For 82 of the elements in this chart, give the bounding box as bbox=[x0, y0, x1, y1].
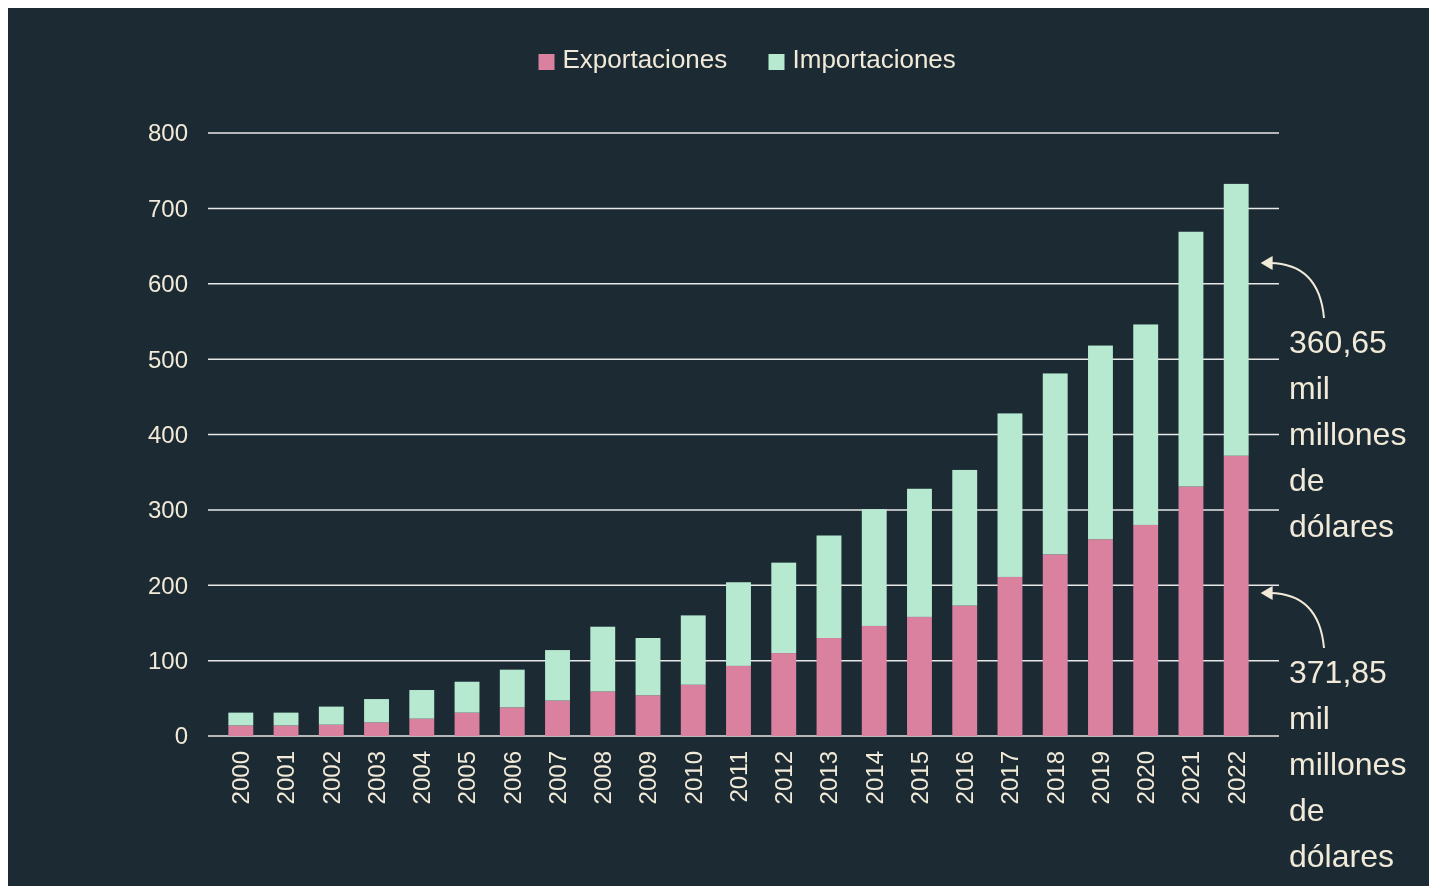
x-tick-label: 2007 bbox=[543, 751, 571, 805]
x-tick-label: 2004 bbox=[408, 751, 436, 805]
bar bbox=[1088, 539, 1113, 736]
legend-label: Importaciones bbox=[792, 44, 956, 74]
bar bbox=[861, 625, 887, 736]
x-tick-label: 2017 bbox=[996, 751, 1024, 805]
x-tick-label: 2018 bbox=[1041, 751, 1069, 805]
x-tick-label: 2019 bbox=[1086, 751, 1114, 805]
x-tick-label: 2008 bbox=[589, 751, 617, 805]
y-tick-label: 800 bbox=[147, 119, 188, 147]
bar bbox=[273, 712, 299, 726]
bar bbox=[680, 615, 706, 685]
bar bbox=[545, 700, 570, 736]
bar bbox=[907, 616, 932, 736]
text: 360,65 mil millones de dólares bbox=[1289, 324, 1407, 544]
y-tick-label: 700 bbox=[147, 194, 188, 222]
bar bbox=[771, 653, 797, 736]
bar bbox=[635, 695, 661, 736]
y-tick-label: 0 bbox=[174, 722, 188, 750]
x-tick-label: 2012 bbox=[770, 751, 798, 805]
x-tick-label: 2009 bbox=[634, 751, 662, 805]
bar bbox=[1133, 524, 1159, 736]
bar bbox=[861, 509, 887, 626]
bar bbox=[318, 706, 344, 725]
text: 371,85 mil millones de dólares bbox=[1289, 654, 1407, 874]
x-tick-label: 2010 bbox=[679, 751, 707, 805]
y-tick-label: 500 bbox=[147, 345, 188, 373]
x-tick-label: 2002 bbox=[317, 751, 345, 805]
bar bbox=[952, 469, 978, 606]
bar bbox=[1042, 373, 1068, 555]
x-tick-label: 2005 bbox=[453, 751, 481, 805]
bar bbox=[1178, 231, 1204, 487]
y-tick-label: 100 bbox=[147, 647, 188, 675]
bar bbox=[726, 665, 751, 736]
bar bbox=[907, 488, 932, 617]
x-tick-label: 2006 bbox=[498, 751, 526, 805]
bar bbox=[726, 582, 751, 666]
bar bbox=[1088, 345, 1113, 540]
x-tick-label: 2021 bbox=[1177, 751, 1205, 805]
legend-label: Exportaciones bbox=[562, 44, 728, 74]
y-tick-label: 600 bbox=[147, 270, 188, 298]
bar bbox=[364, 699, 389, 723]
bar bbox=[816, 638, 842, 736]
bar bbox=[590, 626, 616, 692]
x-tick-label: 2020 bbox=[1132, 751, 1160, 805]
y-tick-label: 300 bbox=[147, 496, 188, 524]
bar bbox=[680, 684, 706, 736]
bar bbox=[228, 725, 254, 736]
x-tick-label: 2011 bbox=[724, 751, 752, 803]
x-tick-label: 2015 bbox=[905, 751, 933, 805]
x-tick-label: 2013 bbox=[815, 751, 843, 805]
x-tick-label: 2001 bbox=[272, 751, 300, 805]
bar bbox=[952, 605, 978, 736]
x-tick-label: 2000 bbox=[227, 751, 255, 805]
bar bbox=[409, 690, 435, 719]
bar bbox=[409, 718, 435, 736]
bar bbox=[635, 638, 661, 696]
x-tick-label: 2014 bbox=[860, 751, 888, 805]
bar bbox=[590, 691, 616, 736]
bar bbox=[1223, 183, 1249, 456]
bar bbox=[273, 725, 299, 736]
bar bbox=[228, 712, 254, 726]
bar bbox=[499, 707, 525, 736]
bar bbox=[1223, 455, 1249, 736]
bar bbox=[364, 722, 389, 736]
bar bbox=[1133, 324, 1159, 525]
y-tick-label: 200 bbox=[147, 571, 188, 599]
bar bbox=[454, 712, 480, 736]
bar bbox=[997, 413, 1023, 577]
x-tick-label: 2022 bbox=[1222, 751, 1250, 805]
bar bbox=[454, 681, 480, 713]
x-tick-label: 2016 bbox=[951, 751, 979, 805]
y-tick-label: 400 bbox=[147, 420, 188, 448]
bar bbox=[816, 535, 842, 639]
bar bbox=[1042, 554, 1068, 736]
bar bbox=[997, 576, 1023, 736]
bar bbox=[1178, 486, 1204, 736]
bar bbox=[545, 650, 570, 701]
x-tick-label: 2003 bbox=[362, 751, 390, 805]
bar bbox=[318, 724, 344, 736]
bar bbox=[771, 562, 797, 654]
bar bbox=[499, 669, 525, 708]
